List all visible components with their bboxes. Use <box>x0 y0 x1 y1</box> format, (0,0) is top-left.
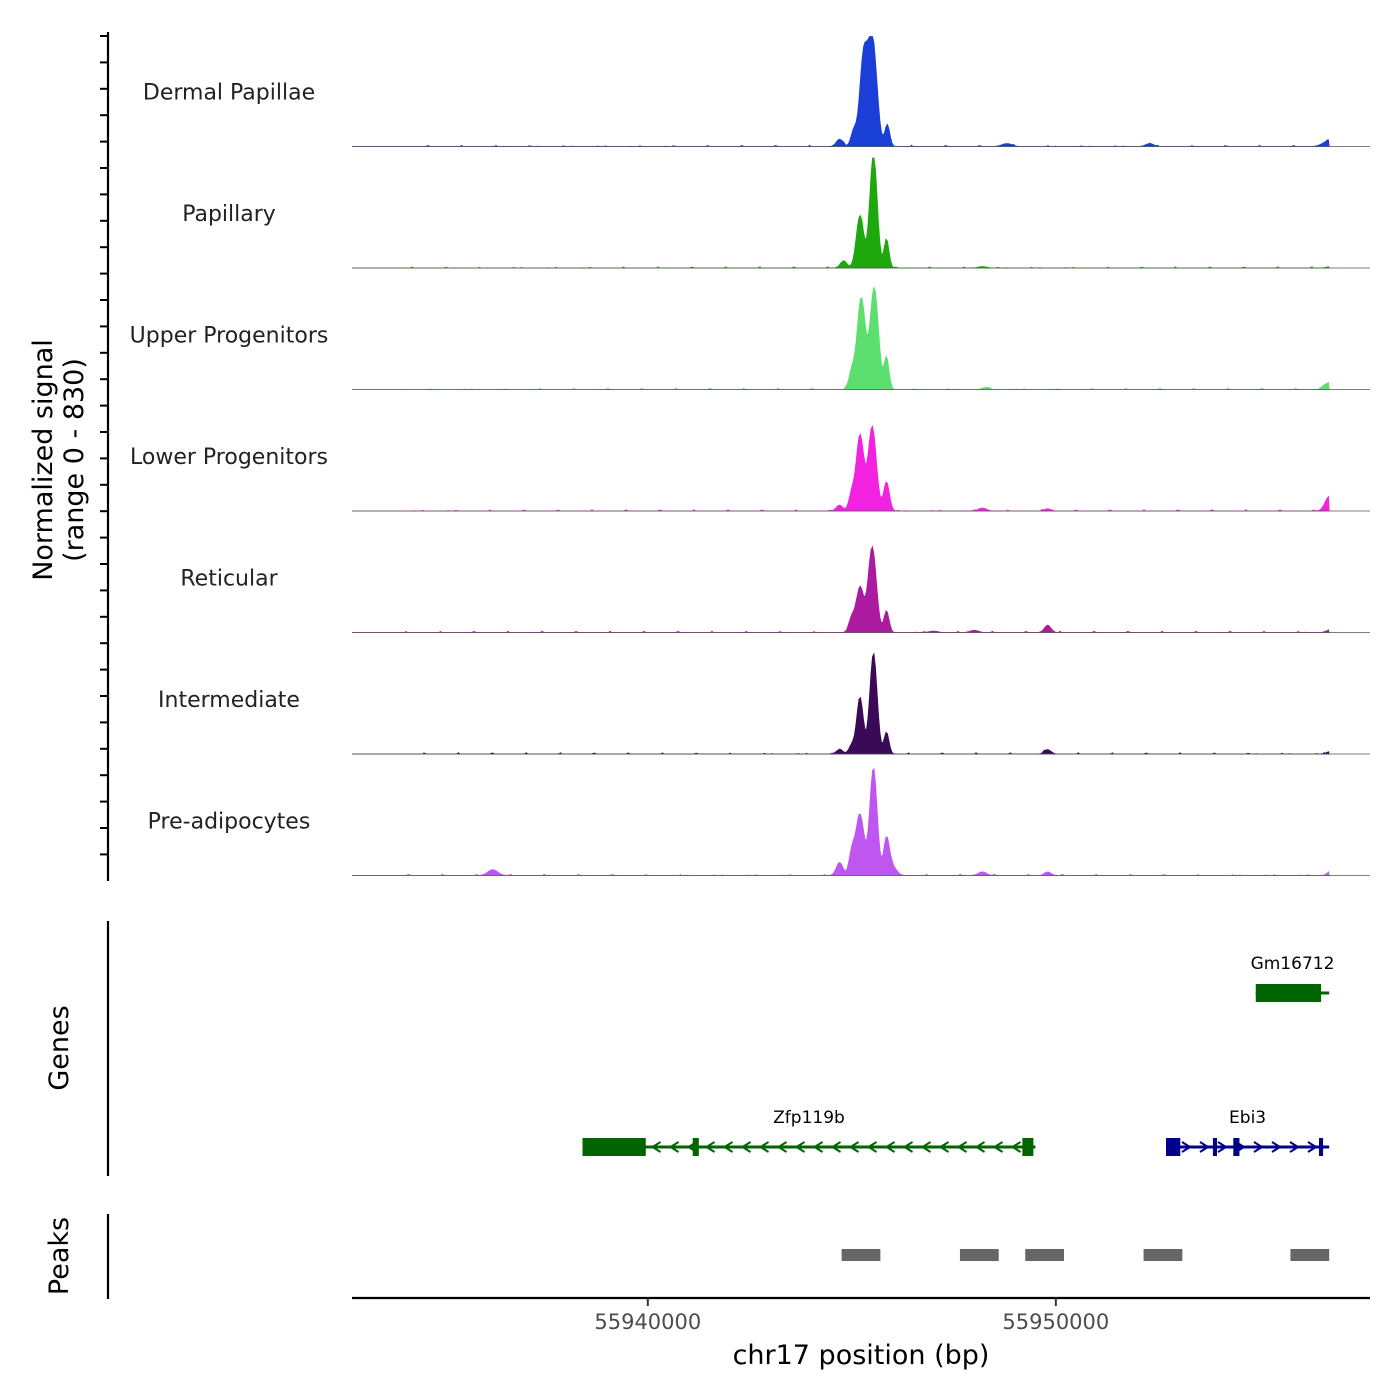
coverage-area <box>352 767 1330 876</box>
coverage-track: Dermal Papillae <box>143 36 1370 147</box>
signal-y-title: Normalized signal <box>28 339 59 581</box>
strand-arrow <box>758 1141 770 1153</box>
strand-arrow <box>1253 1141 1264 1153</box>
strand-arrow <box>992 1141 1004 1153</box>
coverage-area <box>352 36 1330 147</box>
strand-arrow <box>722 1141 734 1153</box>
signal-y-ticks <box>100 35 108 856</box>
coverage-area <box>352 286 1330 390</box>
track-label: Pre-adipocytes <box>148 810 311 835</box>
coverage-track: Papillary <box>182 157 1370 269</box>
strand-arrow <box>902 1141 914 1153</box>
strand-arrow <box>920 1141 932 1153</box>
genes-y-title: Genes <box>44 1005 75 1090</box>
gene-exon <box>1255 984 1322 1002</box>
peak-bar <box>1290 1249 1330 1261</box>
track-label: Lower Progenitors <box>130 445 328 470</box>
gene-exon <box>1318 1138 1324 1156</box>
coverage-area <box>352 424 1330 512</box>
strand-arrow <box>866 1141 878 1153</box>
peaks-y-title: Peaks <box>44 1217 75 1295</box>
gene-track: Gm16712 Zfp119b Ebi3 <box>582 954 1335 1156</box>
peak-bar <box>1143 1249 1183 1261</box>
strand-arrow <box>650 1141 662 1153</box>
peak-bar <box>1025 1249 1064 1261</box>
coverage-track: Intermediate <box>158 652 1370 755</box>
strand-arrow <box>1199 1141 1210 1153</box>
strand-arrow <box>1307 1141 1318 1153</box>
strand-arrow <box>794 1141 806 1153</box>
x-tick-label: 55940000 <box>594 1310 701 1334</box>
gene-label: Ebi3 <box>1229 1108 1266 1128</box>
strand-arrow <box>812 1141 824 1153</box>
strand-arrow <box>956 1141 968 1153</box>
strand-arrow <box>1217 1141 1228 1153</box>
strand-arrow <box>704 1141 716 1153</box>
track-label: Papillary <box>182 202 276 227</box>
gene-exon <box>1212 1138 1217 1156</box>
peak-bar <box>841 1249 881 1261</box>
coverage-area <box>352 652 1330 755</box>
gene-model: Gm16712 <box>1251 954 1335 1002</box>
track-label: Dermal Papillae <box>143 81 315 106</box>
coverage-track: Upper Progenitors <box>130 286 1370 390</box>
x-axis-title: chr17 position (bp) <box>733 1340 990 1371</box>
signal-y-subtitle: (range 0 - 830) <box>59 358 90 562</box>
gene-model: Ebi3 <box>1165 1108 1330 1156</box>
coverage-area <box>352 545 1330 633</box>
track-label: Intermediate <box>158 688 300 713</box>
gene-label: Zfp119b <box>773 1108 845 1128</box>
gene-exon <box>692 1138 699 1156</box>
peak-bar <box>959 1249 999 1261</box>
strand-arrow <box>1289 1141 1300 1153</box>
gene-exon <box>1165 1138 1181 1156</box>
strand-arrow <box>1181 1141 1192 1153</box>
strand-arrow <box>938 1141 950 1153</box>
strand-arrow <box>974 1141 986 1153</box>
strand-arrow <box>1010 1141 1022 1153</box>
coverage-area <box>352 157 1330 269</box>
strand-arrow <box>848 1141 860 1153</box>
gene-model: Zfp119b <box>582 1108 1036 1156</box>
strand-arrow <box>884 1141 896 1153</box>
coverage-track: Reticular <box>180 545 1370 633</box>
x-tick-label: 55950000 <box>1002 1310 1109 1334</box>
strand-arrow <box>668 1141 680 1153</box>
strand-arrow <box>776 1141 788 1153</box>
coverage-tracks: Dermal Papillae Papillary Upper Progenitor… <box>130 36 1370 876</box>
gene-exon <box>1022 1138 1034 1156</box>
gene-exon <box>1233 1138 1240 1156</box>
strand-arrow <box>1271 1141 1282 1153</box>
strand-arrow <box>740 1141 752 1153</box>
strand-arrow <box>830 1141 842 1153</box>
track-label: Upper Progenitors <box>130 324 329 349</box>
track-label: Reticular <box>180 567 278 592</box>
coverage-track: Pre-adipocytes <box>148 767 1370 876</box>
gene-exon <box>582 1138 646 1156</box>
x-axis-ticks: 55940000 55950000 <box>594 1298 1109 1334</box>
gene-label: Gm16712 <box>1251 954 1335 974</box>
peak-track <box>841 1249 1330 1261</box>
coverage-track: Lower Progenitors <box>130 424 1370 512</box>
